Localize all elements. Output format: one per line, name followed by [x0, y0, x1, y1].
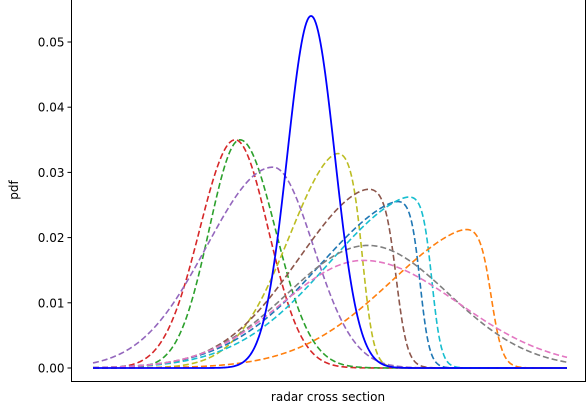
y-tick-label: 0.04 [38, 101, 65, 115]
y-tick-label: 0.03 [38, 166, 65, 180]
plot-area [71, 0, 586, 382]
series-line-0 [93, 14, 567, 369]
series-line-6 [92, 200, 567, 369]
y-tick-label: 0.01 [38, 296, 65, 310]
y-tick-label: 0.00 [38, 362, 65, 376]
x-axis-label: radar cross section [271, 390, 385, 404]
series-line-5 [92, 188, 567, 369]
series-line-2 [93, 138, 567, 369]
series-line-7 [92, 196, 567, 369]
series-line-9 [92, 244, 568, 369]
y-axis-ticks: 0.00 0.01 0.02 0.03 0.04 0.05 [38, 36, 72, 376]
y-tick-label: 0.02 [38, 231, 65, 245]
series-line-8 [93, 228, 567, 369]
series-layer [92, 14, 568, 369]
plot-frame [71, 0, 586, 382]
series-line-10 [92, 259, 568, 369]
y-axis-label: pdf [7, 180, 21, 200]
y-tick-label: 0.05 [38, 36, 65, 50]
